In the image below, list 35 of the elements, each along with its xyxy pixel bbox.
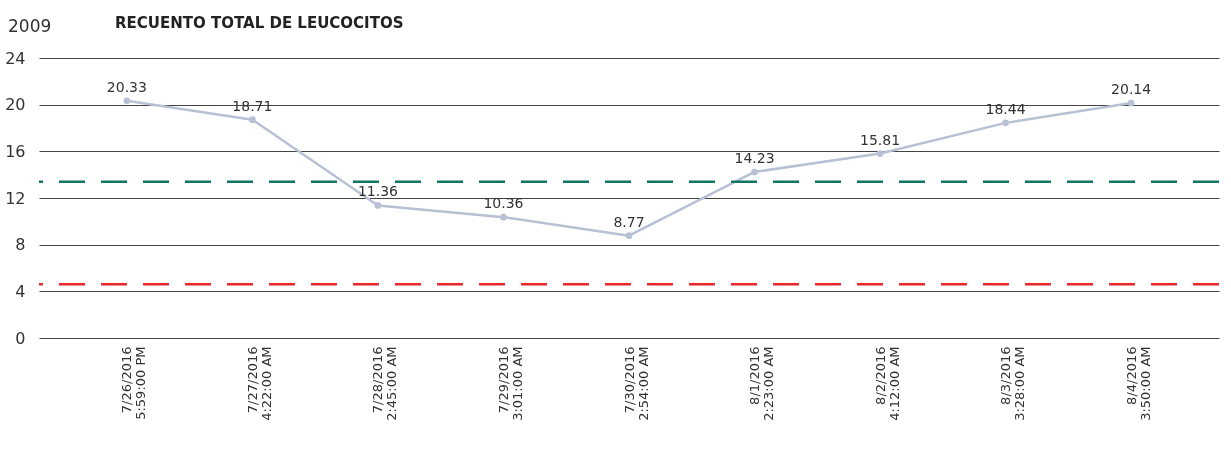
x-tick-label: 7/26/2016 5:59:00 PM <box>119 346 149 420</box>
x-tick-label: 8/1/2016 2:23:00 AM <box>747 346 777 421</box>
x-tick-label: 8/3/2016 3:28:00 AM <box>998 346 1028 421</box>
y-tick-label: 24 <box>5 48 26 68</box>
data-label: 15.81 <box>860 131 901 148</box>
x-tick-label: 7/29/2016 3:01:00 AM <box>495 346 525 421</box>
y-tick-label: 16 <box>5 141 26 161</box>
y-tick-label: 8 <box>15 235 26 255</box>
point <box>374 202 382 209</box>
data-label: 14.23 <box>734 149 775 166</box>
y-tick-label: 0 <box>15 328 26 348</box>
x-tick-label: 7/30/2016 2:54:00 AM <box>621 346 651 421</box>
data-label: 10.36 <box>483 195 524 212</box>
y-tick-label: 12 <box>5 188 26 208</box>
point <box>249 116 256 124</box>
point <box>1002 119 1009 127</box>
x-tick-label: 7/27/2016 4:22:00 AM <box>244 346 274 421</box>
data-label: 8.77 <box>613 213 645 230</box>
point <box>123 97 131 105</box>
data-label: 20.33 <box>106 78 147 95</box>
point <box>500 213 507 221</box>
x-tick-label: 8/4/2016 3:50:00 AM <box>1123 346 1153 421</box>
point <box>1127 99 1135 107</box>
point <box>876 150 884 157</box>
data-label: 18.44 <box>985 100 1026 117</box>
point <box>625 232 633 240</box>
y-tick-label: 4 <box>15 281 26 301</box>
point <box>751 168 758 176</box>
text: 2009 <box>8 16 52 36</box>
chart-title: RECUENTO TOTAL DE LEUCOCITOS <box>115 14 404 32</box>
x-tick-label: 7/28/2016 2:45:00 AM <box>370 346 400 421</box>
data-label: 20.14 <box>1111 81 1152 98</box>
y-tick-label: 20 <box>5 95 26 115</box>
data-label: 11.36 <box>357 183 399 200</box>
x-tick-label: 8/2/2016 4:12:00 AM <box>872 346 902 421</box>
